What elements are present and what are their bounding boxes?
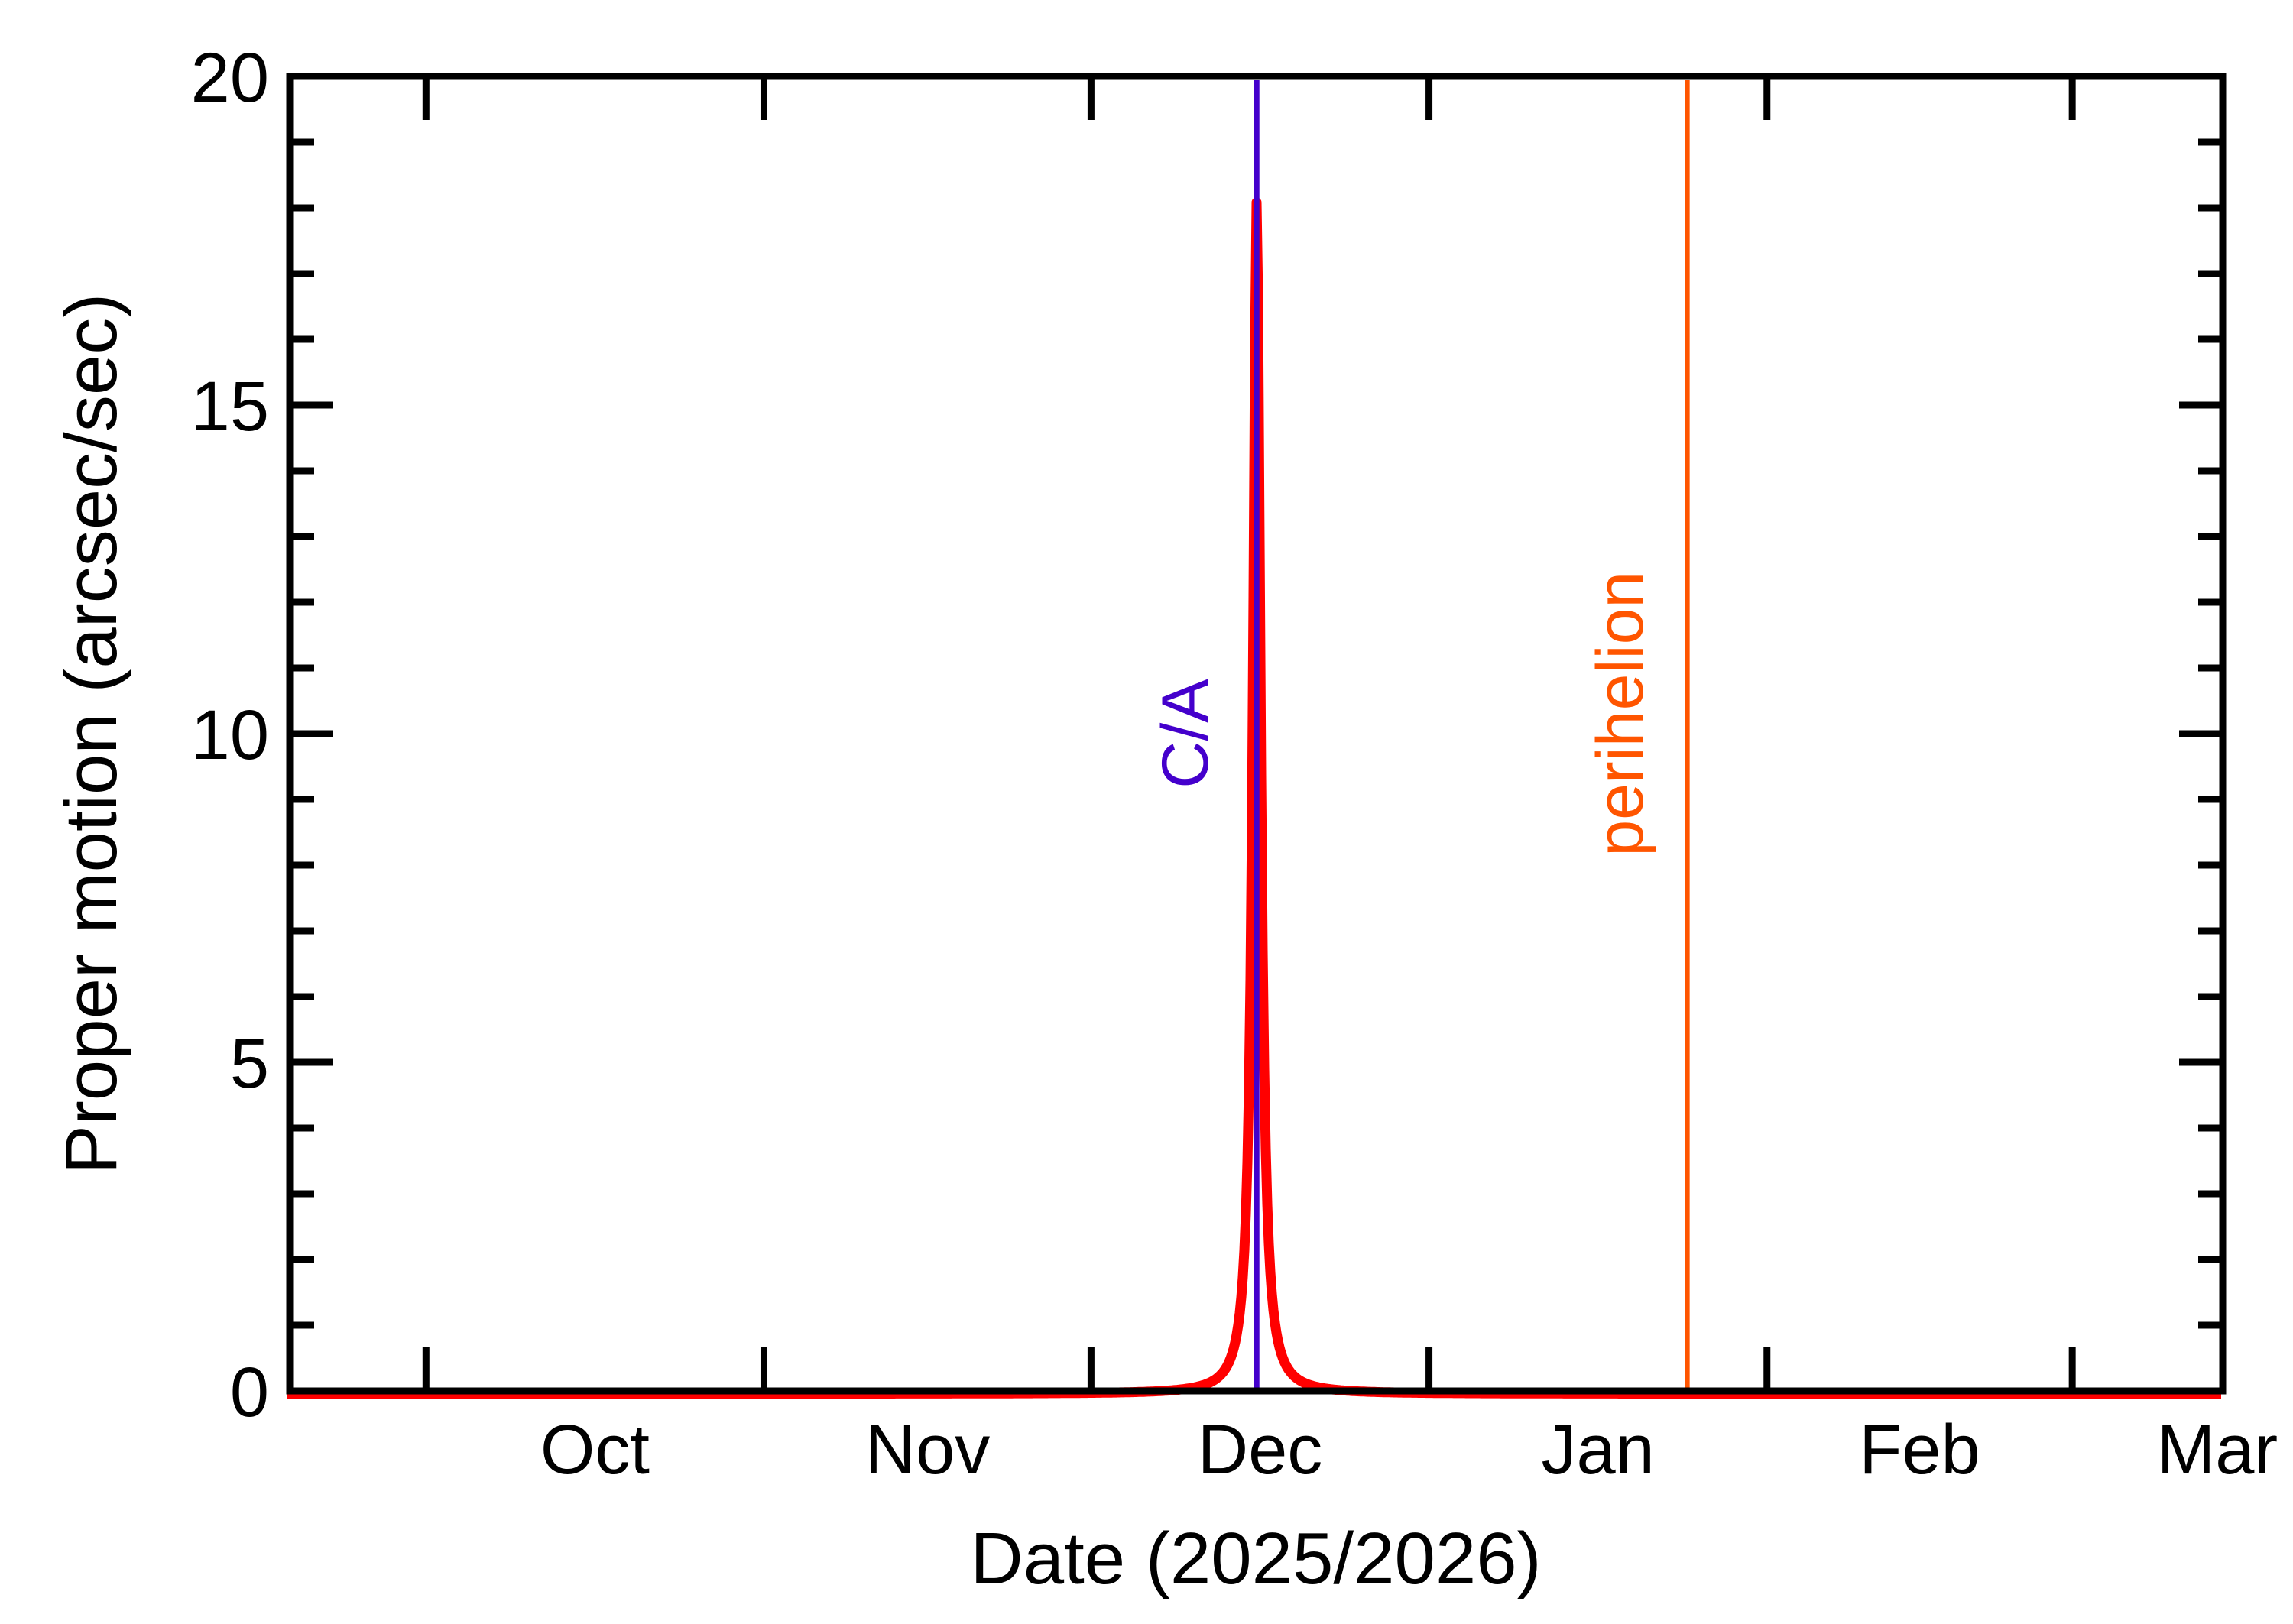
y-tick-label: 0 bbox=[230, 1353, 269, 1431]
month-labels: Oct Nov Dec Jan Feb Mar bbox=[540, 1411, 2278, 1489]
y-tick-label: 15 bbox=[191, 368, 269, 446]
x-axis-ticks bbox=[422, 76, 2076, 1391]
y-tick-label: 20 bbox=[191, 39, 269, 117]
month-label: Dec bbox=[1198, 1411, 1323, 1489]
close-approach-label: C/A bbox=[1149, 679, 1222, 789]
perihelion-label: perihelion bbox=[1584, 572, 1657, 857]
month-label: Jan bbox=[1542, 1411, 1655, 1489]
y-axis-ticks bbox=[290, 138, 2223, 1329]
month-label: Oct bbox=[540, 1411, 650, 1489]
month-label: Mar bbox=[2157, 1411, 2278, 1489]
y-axis-title: Proper motion (arcsec/sec) bbox=[50, 293, 132, 1174]
y-tick-label: 10 bbox=[191, 696, 269, 774]
y-tick-label: 5 bbox=[230, 1025, 269, 1103]
x-axis-title: Date (2025/2026) bbox=[970, 1518, 1541, 1600]
month-label: Nov bbox=[865, 1411, 991, 1489]
annotation-labels: C/A perihelion bbox=[1149, 572, 1657, 857]
month-label: Feb bbox=[1859, 1411, 1980, 1489]
y-tick-labels: 0 5 10 15 20 bbox=[191, 39, 269, 1431]
annotation-lines bbox=[1254, 80, 1690, 1394]
